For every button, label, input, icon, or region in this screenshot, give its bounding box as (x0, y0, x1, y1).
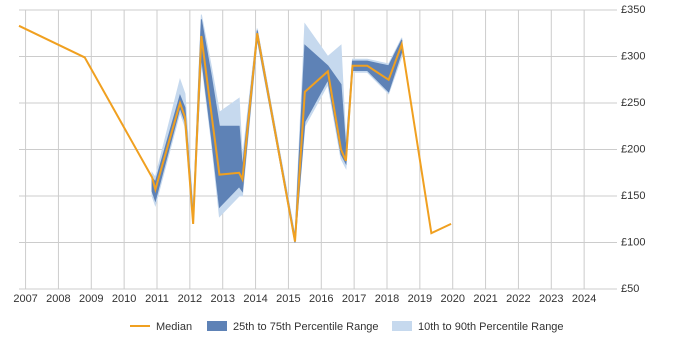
legend-label: 25th to 75th Percentile Range (233, 321, 379, 333)
y-tick-label: £150 (621, 190, 645, 202)
y-tick-label: £250 (621, 97, 645, 109)
x-tick-label: 2015 (276, 293, 300, 305)
legend-label: Median (156, 321, 192, 333)
x-tick-label: 2022 (506, 293, 530, 305)
x-tick-label: 2020 (440, 293, 464, 305)
y-tick-label: £350 (621, 4, 645, 16)
x-tick-label: 2018 (375, 293, 399, 305)
x-tick-label: 2008 (46, 293, 70, 305)
x-tick-label: 2021 (473, 293, 497, 305)
x-tick-label: 2013 (210, 293, 234, 305)
x-tick-label: 2016 (309, 293, 333, 305)
x-tick-label: 2024 (572, 293, 596, 305)
x-tick-label: 2011 (145, 293, 169, 305)
y-tick-label: £50 (621, 283, 639, 295)
y-tick-label: £100 (621, 236, 645, 248)
x-tick-label: 2014 (243, 293, 267, 305)
x-tick-label: 2019 (408, 293, 432, 305)
y-tick-label: £200 (621, 143, 645, 155)
x-tick-label: 2023 (539, 293, 563, 305)
legend-label: 10th to 90th Percentile Range (418, 321, 564, 333)
x-tick-label: 2017 (342, 293, 366, 305)
percentile-band (151, 14, 403, 243)
x-tick-label: 2009 (79, 293, 103, 305)
legend-swatch (392, 321, 412, 331)
x-tick-label: 2007 (13, 293, 37, 305)
median-line (18, 24, 452, 242)
x-tick-label: 2010 (112, 293, 136, 305)
x-tick-label: 2012 (178, 293, 202, 305)
y-tick-label: £300 (621, 50, 645, 62)
percentile-band (151, 19, 403, 243)
legend-swatch (207, 321, 227, 331)
